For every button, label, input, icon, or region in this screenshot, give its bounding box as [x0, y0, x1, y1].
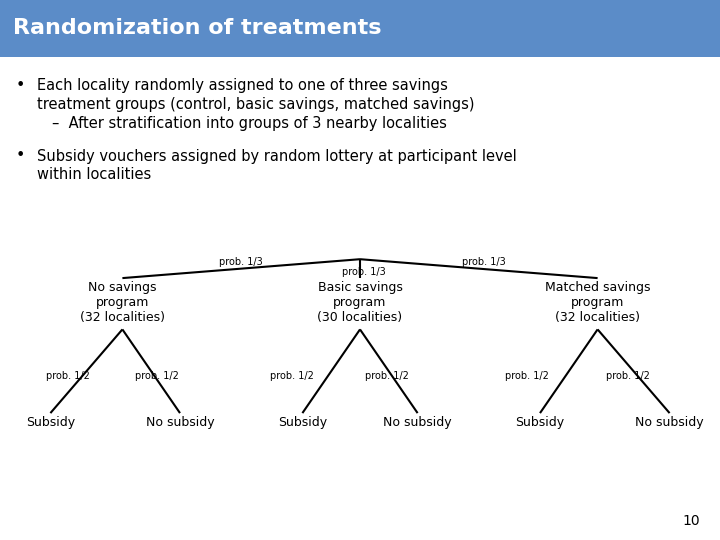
Text: Subsidy vouchers assigned by random lottery at participant level: Subsidy vouchers assigned by random lott…	[37, 148, 517, 164]
Text: Randomization of treatments: Randomization of treatments	[13, 18, 382, 38]
Bar	[0, 0, 720, 57]
Text: prob. 1/2: prob. 1/2	[47, 370, 90, 381]
Text: prob. 1/2: prob. 1/2	[606, 370, 649, 381]
Text: prob. 1/3: prob. 1/3	[342, 267, 385, 277]
Text: prob. 1/2: prob. 1/2	[365, 370, 408, 381]
Text: •: •	[16, 148, 25, 164]
Text: within localities: within localities	[37, 167, 152, 183]
Text: No subsidy: No subsidy	[383, 416, 452, 429]
Text: •: •	[16, 78, 25, 93]
Text: No subsidy: No subsidy	[635, 416, 704, 429]
Text: –  After stratification into groups of 3 nearby localities: – After stratification into groups of 3 …	[52, 116, 446, 131]
Text: prob. 1/2: prob. 1/2	[270, 370, 313, 381]
Text: No savings
program
(32 localities): No savings program (32 localities)	[80, 281, 165, 324]
Text: prob. 1/2: prob. 1/2	[135, 370, 179, 381]
Text: Subsidy: Subsidy	[26, 416, 75, 429]
Text: Subsidy: Subsidy	[278, 416, 327, 429]
Text: treatment groups (control, basic savings, matched savings): treatment groups (control, basic savings…	[37, 97, 475, 112]
Text: Basic savings
program
(30 localities): Basic savings program (30 localities)	[318, 281, 402, 324]
Text: prob. 1/3: prob. 1/3	[462, 257, 505, 267]
Text: prob. 1/2: prob. 1/2	[505, 370, 549, 381]
Text: 10: 10	[683, 514, 700, 528]
Text: No subsidy: No subsidy	[145, 416, 215, 429]
Text: Matched savings
program
(32 localities): Matched savings program (32 localities)	[545, 281, 650, 324]
Text: prob. 1/3: prob. 1/3	[220, 257, 263, 267]
Text: Each locality randomly assigned to one of three savings: Each locality randomly assigned to one o…	[37, 78, 449, 93]
Text: Subsidy: Subsidy	[516, 416, 564, 429]
